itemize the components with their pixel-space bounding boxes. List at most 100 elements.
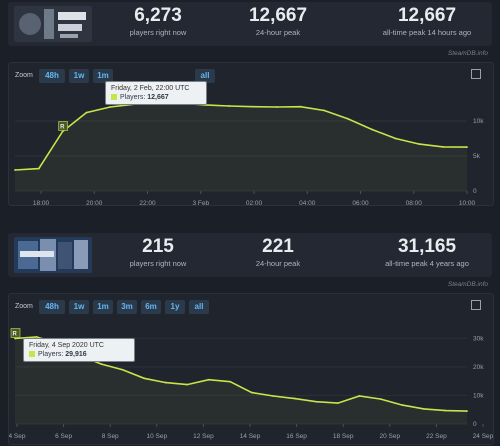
zoom-6m-button[interactable]: 6m — [141, 300, 161, 314]
zoom-label: Zoom — [15, 72, 33, 79]
data-point[interactable] — [442, 146, 445, 148]
data-point[interactable] — [401, 404, 404, 407]
data-point[interactable] — [186, 383, 189, 386]
stat-label: 24-hour peak — [255, 259, 301, 268]
data-point[interactable] — [315, 400, 318, 403]
x-tick-label: 22 Sep — [426, 433, 447, 440]
data-point[interactable] — [14, 337, 16, 340]
game1-all-time-peak: 12,667 all-time peak 14 hours ago — [364, 5, 490, 38]
data-point[interactable] — [228, 105, 231, 107]
series-line[interactable] — [14, 101, 468, 171]
game1-credit[interactable]: SteamDB.info — [447, 50, 488, 57]
series-area — [15, 336, 467, 424]
data-point[interactable] — [35, 335, 38, 338]
x-tick-label: 02:00 — [246, 200, 263, 205]
release-marker-label: R — [60, 125, 65, 131]
series-swatch-icon — [111, 94, 117, 101]
x-tick-label: 22:00 — [139, 200, 156, 205]
data-point[interactable] — [358, 395, 361, 397]
data-point[interactable] — [14, 169, 16, 171]
zoom-3m-button[interactable]: 3m — [117, 300, 137, 314]
data-point[interactable] — [229, 380, 232, 383]
data-point[interactable] — [293, 397, 296, 400]
zoom-1m-button[interactable]: 1m — [93, 300, 113, 314]
release-marker[interactable] — [58, 121, 68, 131]
tooltip-players-label: Players: — [38, 351, 64, 358]
data-point[interactable] — [61, 130, 64, 133]
zoom-48h-button[interactable]: 48h — [39, 69, 65, 83]
stat-value: 12,667 — [397, 5, 457, 26]
data-point[interactable] — [323, 109, 326, 112]
zoom-label: Zoom — [15, 303, 33, 310]
zoom-48h-button[interactable]: 48h — [39, 300, 65, 314]
game2-24h-peak: 221 24-hour peak — [228, 236, 328, 269]
x-tick-label: 04:00 — [299, 200, 316, 205]
data-point[interactable] — [394, 137, 397, 140]
y-tick-label: 10k — [473, 118, 484, 125]
data-point[interactable] — [466, 410, 468, 413]
zoom-1w-button[interactable]: 1w — [69, 69, 89, 83]
game2-credit[interactable]: SteamDB.info — [447, 281, 488, 288]
zoom-all-button[interactable]: all — [195, 69, 215, 83]
game1-thumbnail[interactable] — [14, 6, 92, 42]
zoom-all-button[interactable]: all — [189, 300, 209, 314]
fullscreen-icon[interactable] — [471, 69, 481, 79]
data-point[interactable] — [466, 146, 468, 148]
x-tick-label: 10 Sep — [146, 433, 167, 440]
data-point[interactable] — [100, 363, 102, 365]
y-tick-label: 0 — [473, 188, 477, 195]
data-point[interactable] — [109, 106, 112, 108]
data-point[interactable] — [370, 128, 373, 131]
stat-label: players right now — [129, 259, 187, 268]
tooltip-players-value: 12,667 — [147, 94, 169, 101]
data-point[interactable] — [143, 377, 146, 380]
zoom-1y-button[interactable]: 1y — [165, 300, 185, 314]
game1-stats-row: 6,273 players right now 12,667 24-hour p… — [8, 2, 492, 46]
tooltip-players: Players: 29,916 — [29, 350, 129, 359]
tooltip-players: Players: 12,667 — [111, 93, 201, 102]
data-point[interactable] — [251, 105, 254, 108]
tooltip-title: Friday, 4 Sep 2020 UTC — [29, 342, 104, 349]
data-point[interactable] — [423, 407, 425, 410]
tooltip-title: Friday, 2 Feb, 22:00 UTC — [111, 85, 190, 92]
game2-thumbnail[interactable] — [14, 237, 92, 273]
data-point[interactable] — [347, 118, 349, 120]
stat-label: 24-hour peak — [255, 28, 301, 37]
data-point[interactable] — [380, 398, 382, 401]
y-tick-label: 0 — [473, 421, 477, 428]
zoom-1m-button[interactable]: 1m — [93, 69, 113, 83]
data-point[interactable] — [164, 381, 167, 384]
x-tick-label: 14 Sep — [240, 433, 261, 440]
y-tick-label: 30k — [473, 335, 484, 342]
stat-label: players right now — [129, 28, 187, 37]
x-tick-label: 20 Sep — [379, 433, 400, 440]
x-tick-label: 06:00 — [352, 200, 369, 205]
data-point[interactable] — [250, 391, 253, 394]
game1-tooltip: Friday, 2 Feb, 22:00 UTC Players: 12,667 — [105, 81, 207, 105]
fullscreen-icon[interactable] — [471, 300, 481, 310]
x-tick-label: 16 Sep — [286, 433, 307, 440]
game2-line-chart: 30k 20k 10k 0 R 4 Sep 6 Sep 8 Sep 10 Sep 12 Sep 14… — [9, 328, 493, 440]
zoom-1w-button[interactable]: 1w — [69, 300, 89, 314]
x-tick-label: 24 Sep — [473, 433, 493, 440]
data-point[interactable] — [272, 395, 275, 397]
release-marker[interactable] — [10, 328, 21, 338]
data-point[interactable] — [444, 409, 447, 412]
x-tick-label: 8 Sep — [102, 433, 119, 440]
x-tick-label: 08:00 — [406, 200, 423, 205]
stat-label: all-time peak 14 hours ago — [382, 28, 472, 37]
data-point[interactable] — [275, 106, 278, 108]
x-tick-label: 10:00 — [459, 200, 476, 205]
data-point[interactable] — [207, 378, 210, 381]
stat-value: 6,273 — [134, 5, 182, 26]
game1-chart: Zoom 48h 1w 1m all 10k 5k 0 R 18:00 20:00 22:0… — [8, 62, 494, 206]
data-point[interactable] — [121, 368, 124, 371]
data-point[interactable] — [418, 143, 421, 145]
stat-label: all-time peak 4 years ago — [385, 259, 469, 268]
data-point[interactable] — [299, 105, 302, 108]
data-point[interactable] — [336, 402, 339, 405]
stat-value: 221 — [262, 236, 294, 257]
data-point[interactable] — [85, 111, 88, 114]
data-point[interactable] — [37, 167, 40, 170]
series-area — [15, 102, 467, 191]
